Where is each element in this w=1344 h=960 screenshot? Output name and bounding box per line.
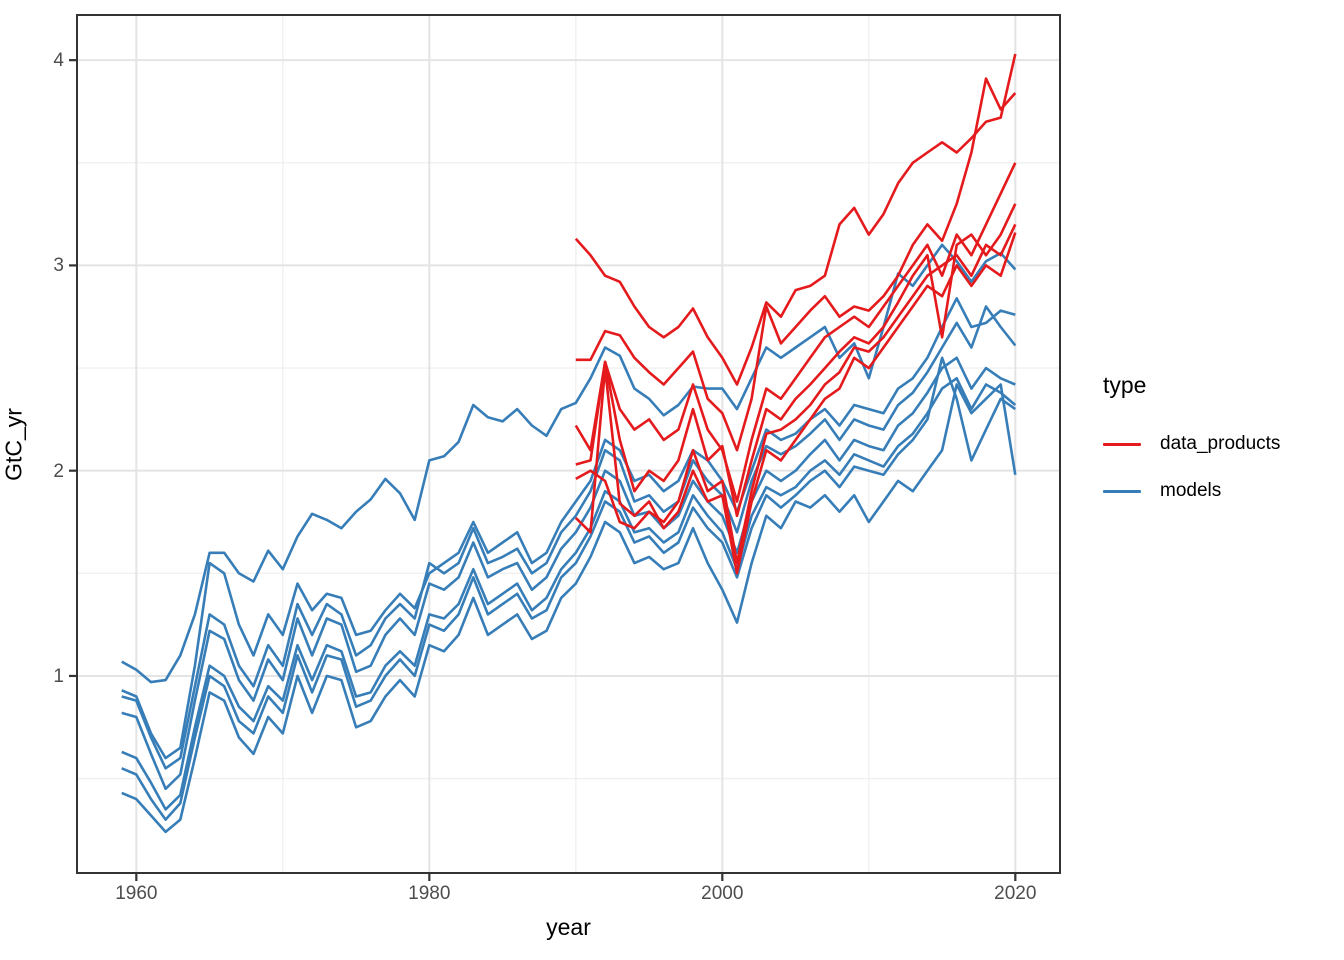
- series-line-model_2: [121, 296, 1016, 760]
- y-tick-label: 4: [53, 50, 64, 72]
- legend-entry-data-products: data_products: [1103, 427, 1280, 461]
- models-line-swatch: [1103, 489, 1141, 493]
- series-line-data_product_6: [574, 232, 1017, 575]
- series-line-data_product_1: [574, 53, 1017, 386]
- legend-label-data-products: data_products: [1160, 433, 1281, 454]
- series-line-model_4: [121, 356, 1016, 791]
- y-tick-label: 3: [53, 255, 64, 277]
- series-line-data_product_2: [575, 77, 1017, 452]
- series-line-model_3: [121, 305, 1017, 770]
- series-line-data_product_5: [575, 223, 1017, 565]
- x-tick-label: 1980: [408, 883, 451, 904]
- x-axis-title: year: [546, 914, 591, 940]
- legend-title: type: [1103, 372, 1147, 398]
- x-tick-label: 1960: [115, 883, 158, 904]
- legend: type data_products models: [1103, 372, 1280, 521]
- legend-entry-models: models: [1103, 474, 1280, 508]
- x-tick-label: 2020: [994, 883, 1037, 904]
- series-line-data_product_4: [575, 203, 1017, 518]
- panel-border: [76, 14, 1061, 874]
- x-tick-label: 2000: [701, 883, 744, 904]
- series-line-model_6: [121, 356, 1017, 821]
- y-axis-title: GtC_yr: [0, 408, 27, 481]
- series-line-model_1: [121, 243, 1017, 684]
- data-products-line-swatch: [1103, 442, 1141, 446]
- y-tick-label: 1: [53, 665, 64, 687]
- y-tick-label: 2: [53, 460, 64, 482]
- series-line-model_5: [121, 376, 1017, 811]
- series-line-model_7: [121, 383, 1017, 834]
- series-line-data_product_3: [574, 162, 1017, 503]
- panel-background: [77, 15, 1060, 873]
- legend-label-models: models: [1160, 480, 1222, 501]
